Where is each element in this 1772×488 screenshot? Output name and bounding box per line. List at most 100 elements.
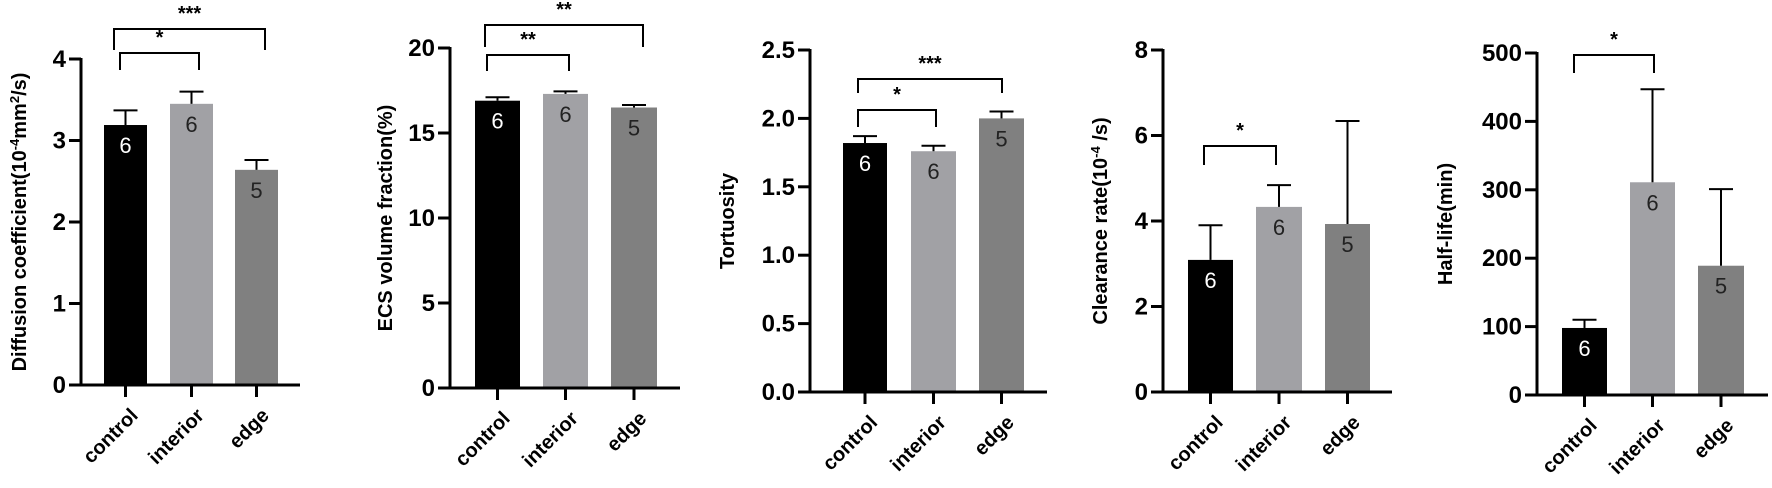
x-tick-label-interior: interior xyxy=(1605,414,1669,478)
significance-stars: ** xyxy=(556,0,572,21)
significance-bracket xyxy=(857,109,937,127)
y-tick-label: 100 xyxy=(1482,314,1522,341)
sample-size-label: 6 xyxy=(859,151,871,176)
label-part: Clearance rate(10 xyxy=(1090,158,1112,325)
significance-bracket xyxy=(1573,54,1655,73)
y-tick-label: 6 xyxy=(1135,123,1148,150)
y-tick-label: 8 xyxy=(1135,37,1148,64)
x-tick-label-edge: edge xyxy=(1690,415,1739,464)
significance-bracket xyxy=(1203,145,1277,165)
sample-size-label: 5 xyxy=(995,126,1007,151)
bar-control xyxy=(843,143,887,392)
significance-bracket xyxy=(857,78,1003,93)
y-axis-label: Diffusion coefficient(10-4mm2/s) xyxy=(7,73,32,372)
y-tick-label: 0.5 xyxy=(762,311,795,338)
sample-size-label: 6 xyxy=(119,133,131,158)
x-tick-label-control: control xyxy=(79,405,142,468)
x-tick-label-interior: interior xyxy=(886,411,950,475)
y-axis-label: Half-life(min) xyxy=(1435,163,1457,285)
bar-edge xyxy=(611,107,657,388)
chart-panel-2: 6 control 6 interior 5 edge 0 5 10 15 20 ECS volume… xyxy=(375,0,680,472)
y-tick-label: 400 xyxy=(1482,108,1522,135)
bar-interior xyxy=(911,151,956,392)
y-tick-label: 3 xyxy=(53,128,66,155)
sample-size-label: 6 xyxy=(927,159,939,184)
y-tick-label: 10 xyxy=(408,205,435,232)
y-tick-label: 0 xyxy=(422,375,435,402)
x-tick-label-control: control xyxy=(1538,415,1601,478)
bar-interior xyxy=(170,103,213,385)
bar-edge xyxy=(1325,223,1370,392)
y-axis-label: ECS volume fraction(%) xyxy=(375,105,397,332)
significance-bracket xyxy=(486,54,570,71)
y-tick-label: 4 xyxy=(53,46,67,73)
y-tick-label: 0.0 xyxy=(762,379,795,406)
label-part: Diffusion coefficient(10 xyxy=(9,150,31,371)
bar-control xyxy=(104,125,147,385)
y-tick-label: 500 xyxy=(1482,40,1522,67)
significance-stars: * xyxy=(156,27,164,49)
y-tick-label: 0 xyxy=(53,372,66,399)
sample-size-label: 6 xyxy=(185,112,197,137)
sample-size-label: 6 xyxy=(559,102,571,127)
y-tick-label: 1 xyxy=(53,291,66,318)
y-tick-label: 1.5 xyxy=(762,174,795,201)
significance-bracket xyxy=(484,24,644,47)
sample-size-label: 5 xyxy=(1341,232,1353,257)
significance-stars: * xyxy=(1236,120,1244,142)
sample-size-label: 5 xyxy=(250,178,262,203)
y-tick-label: 0 xyxy=(1509,382,1522,409)
chart-panel-5: 6 control 6 interior 5 edge 0 100 200 300 400 500 Ha… xyxy=(1435,29,1768,479)
significance-stars: * xyxy=(1610,29,1618,51)
x-tick-label-interior: interior xyxy=(518,407,582,471)
sample-size-label: 6 xyxy=(1578,336,1590,361)
bar-edge xyxy=(979,118,1024,393)
bar-interior xyxy=(1256,206,1302,392)
significance-bracket xyxy=(119,52,200,70)
sample-size-label: 6 xyxy=(1273,215,1285,240)
significance-stars: ** xyxy=(520,29,536,51)
sample-size-label: 6 xyxy=(1204,268,1216,293)
y-tick-label: 4 xyxy=(1135,208,1149,235)
x-tick-label-interior: interior xyxy=(1232,411,1296,475)
x-tick-label-edge: edge xyxy=(970,412,1019,461)
sample-size-label: 5 xyxy=(628,116,640,141)
significance-bracket xyxy=(113,28,266,50)
y-tick-label: 2 xyxy=(1135,294,1148,321)
bar-control xyxy=(1562,327,1607,395)
label-part: /s) xyxy=(9,73,31,96)
bar-interior xyxy=(1630,182,1675,395)
y-tick-label: 2 xyxy=(53,209,66,236)
y-tick-label: 5 xyxy=(422,290,435,317)
x-tick-label-control: control xyxy=(451,408,514,471)
significance-stars: * xyxy=(893,84,901,106)
superscript: -4 xyxy=(1088,146,1103,158)
y-tick-label: 2.0 xyxy=(762,105,795,132)
chart-panel-3: 6 control 6 interior 5 edge 0.0 0.5 1.0 1.5 2.0 2.5… xyxy=(717,37,1047,476)
y-tick-label: 2.5 xyxy=(762,37,795,64)
y-tick-label: 300 xyxy=(1482,177,1522,204)
sample-size-label: 6 xyxy=(1646,190,1658,215)
label-part: mm xyxy=(9,103,31,139)
superscript: 2 xyxy=(7,96,22,103)
y-axis-label: Clearance rate(10-4 /s) xyxy=(1088,117,1113,324)
x-tick-label-edge: edge xyxy=(1316,412,1365,461)
significance-stars: *** xyxy=(178,3,202,25)
bar-control xyxy=(475,100,520,388)
bar-control xyxy=(1188,259,1233,392)
label-part: /s) xyxy=(1090,117,1112,146)
y-axis-label: Tortuosity xyxy=(717,172,739,269)
x-tick-label-control: control xyxy=(1164,412,1227,475)
bar-edge xyxy=(235,169,278,385)
x-tick-label-interior: interior xyxy=(144,404,208,468)
y-tick-label: 1.0 xyxy=(762,242,795,269)
y-tick-label: 0 xyxy=(1135,379,1148,406)
superscript: -4 xyxy=(7,138,22,150)
y-tick-label: 20 xyxy=(408,35,435,62)
x-tick-label-control: control xyxy=(819,412,882,475)
sample-size-label: 5 xyxy=(1715,274,1727,299)
x-tick-label-edge: edge xyxy=(225,405,274,454)
x-tick-label-edge: edge xyxy=(603,408,652,457)
bar-interior xyxy=(543,93,588,389)
